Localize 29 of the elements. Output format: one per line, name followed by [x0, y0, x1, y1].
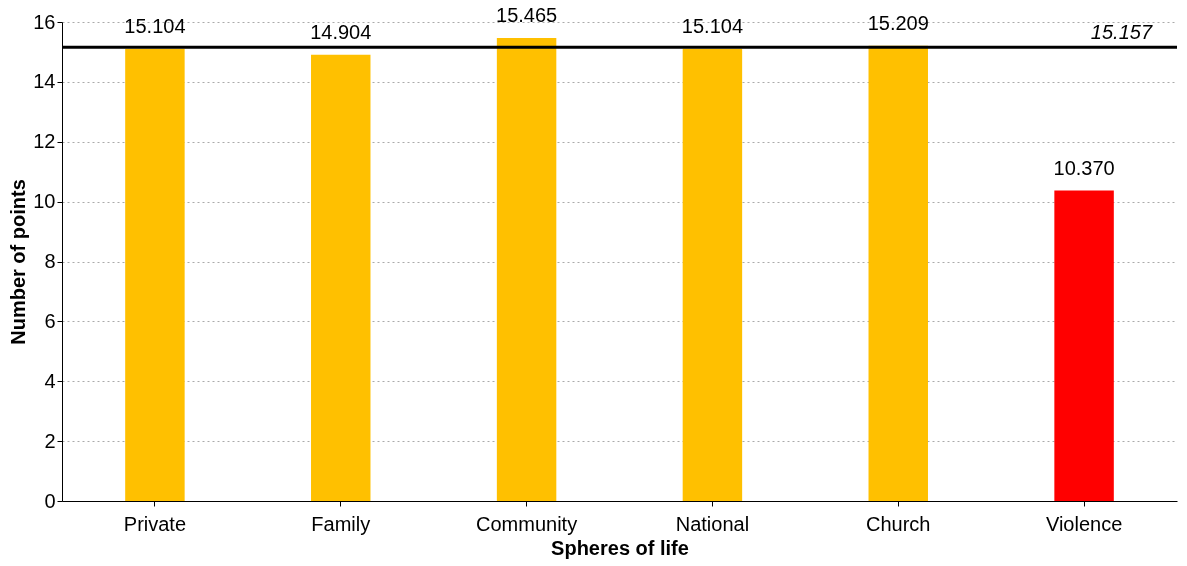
- x-tick-label: Family: [311, 512, 371, 535]
- x-tick-label: Violence: [1045, 512, 1123, 535]
- y-tick-label: 10: [33, 190, 56, 213]
- x-axis-title: Spheres of life: [551, 536, 689, 559]
- bar: [496, 38, 557, 501]
- y-tick-label: 0: [44, 489, 56, 512]
- data-label: 15.104: [124, 14, 186, 37]
- y-tick-label: 2: [44, 429, 56, 452]
- bar: [311, 54, 371, 501]
- x-tick-label: Church: [866, 512, 931, 535]
- y-tick-label: 4: [44, 369, 56, 392]
- y-tick-label: 16: [33, 10, 56, 33]
- data-label: 15.465: [496, 4, 558, 27]
- data-label: 15.104: [681, 14, 743, 37]
- y-tick-label: 14: [33, 70, 56, 93]
- x-tick-label: National: [675, 512, 750, 535]
- y-axis-title: Number of points: [7, 179, 30, 345]
- bar: [682, 48, 743, 501]
- x-tick-label: Private: [123, 512, 187, 535]
- y-tick-label: 6: [44, 309, 56, 332]
- bar: [125, 48, 185, 501]
- bar: [1054, 190, 1114, 501]
- x-tick-label: Community: [476, 512, 578, 535]
- y-tick-label: 8: [44, 250, 56, 272]
- data-label: 15.209: [867, 11, 929, 34]
- ref-line-label: 15.157: [1090, 21, 1153, 44]
- data-label: 14.904: [310, 20, 372, 43]
- data-label: 10.370: [1053, 156, 1115, 179]
- y-tick-label: 12: [33, 130, 56, 153]
